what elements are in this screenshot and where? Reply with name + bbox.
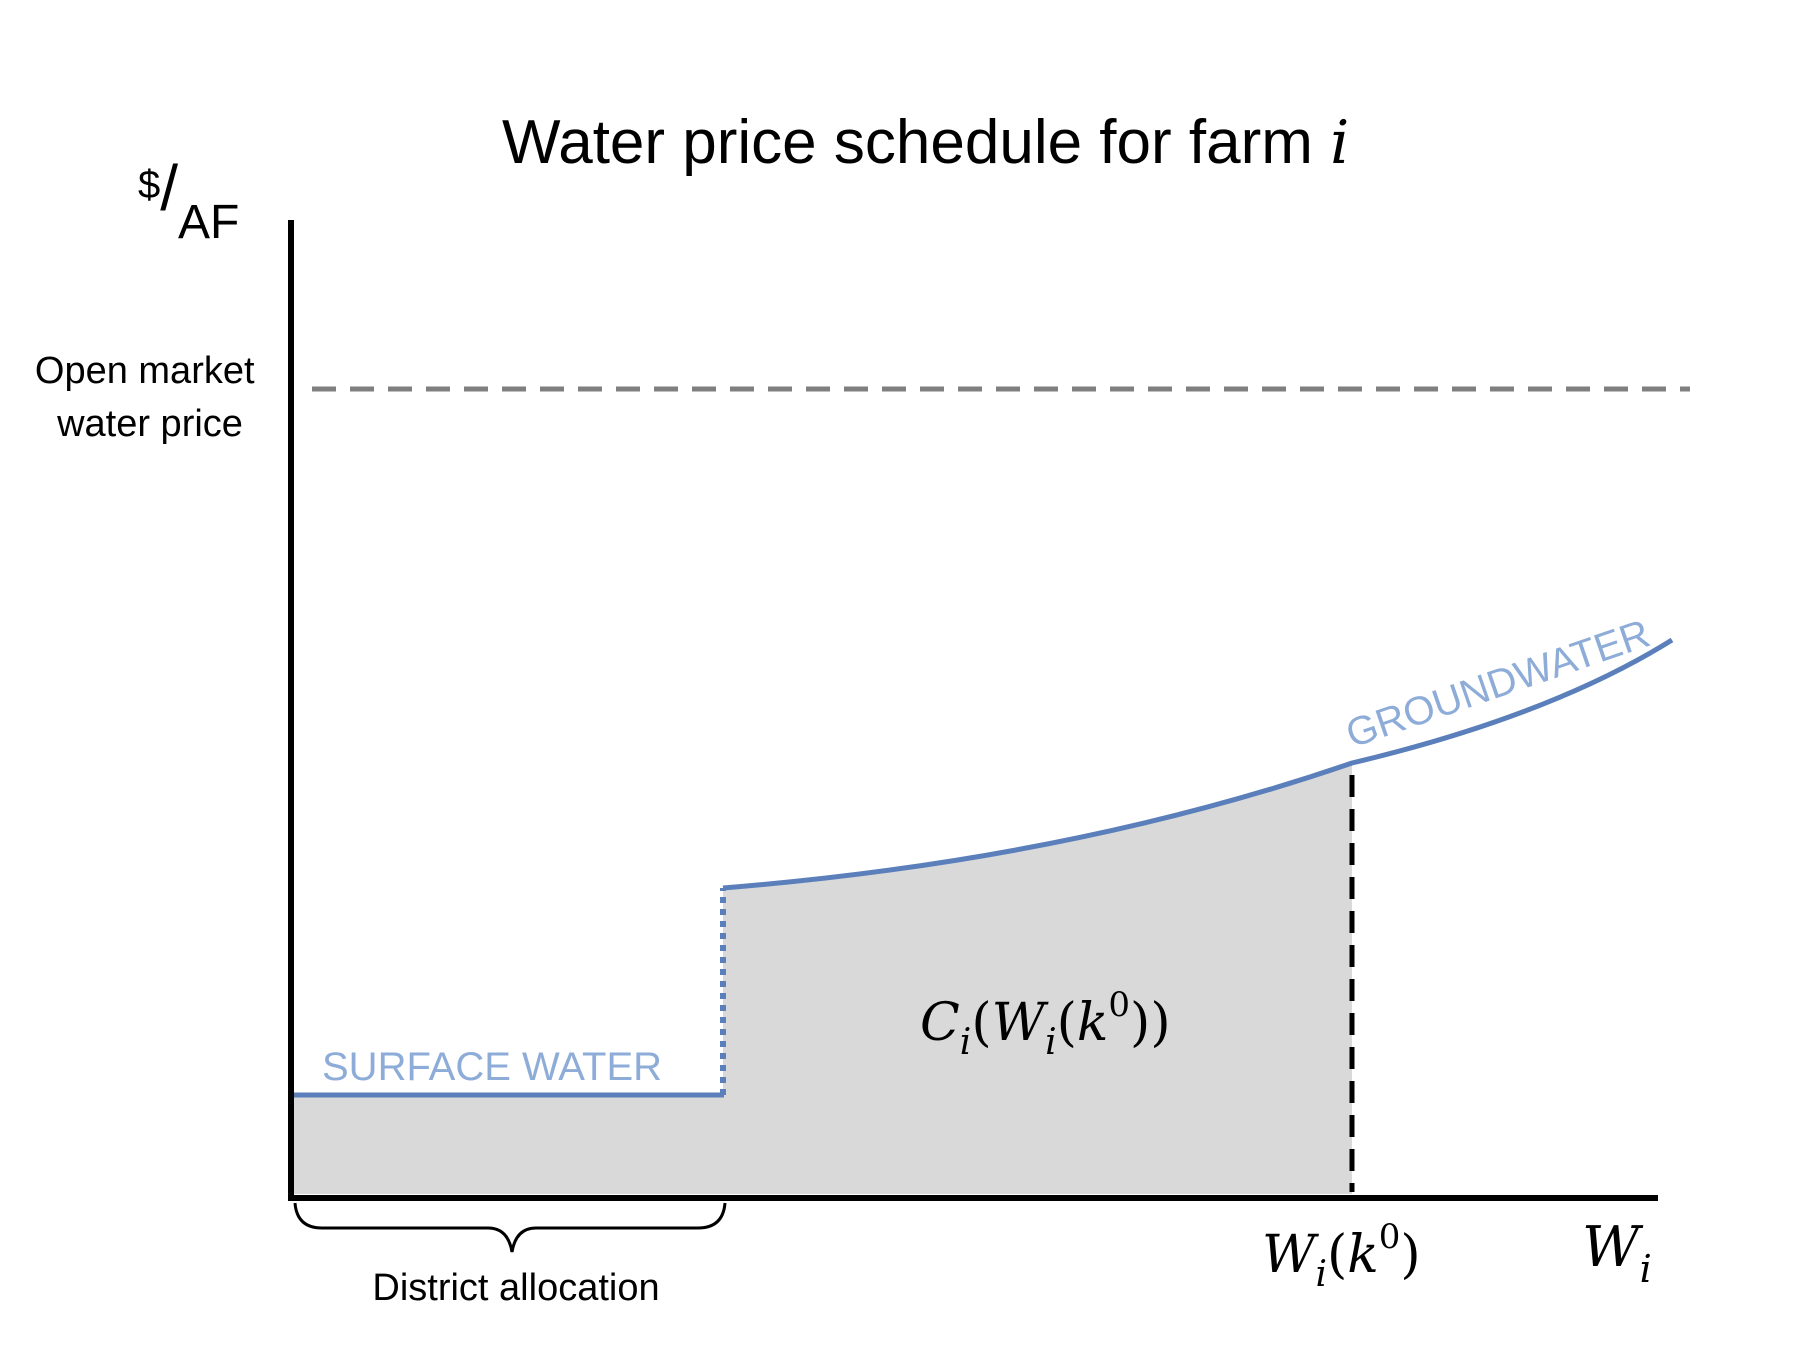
- district-allocation-label: District allocation: [372, 1267, 659, 1309]
- cost-area: [293, 763, 1352, 1194]
- groundwater-curve: [722, 637, 1674, 891]
- x-axis-label: Wi: [1582, 1215, 1652, 1291]
- cost-area-label: Ci(Wi(k0)): [920, 985, 1171, 1063]
- quantity-tick-label: Wi(k0): [1262, 1217, 1421, 1295]
- groundwater-label: GROUNDWATER: [1341, 611, 1656, 756]
- district-allocation-brace: [293, 1202, 727, 1253]
- diagram-title: Water price schedule for farm i: [502, 108, 1349, 178]
- y-axis-unit: $/AF: [138, 152, 239, 249]
- surface-water-label: SURFACE WATER: [322, 1045, 662, 1089]
- open-market-label: Open market water price: [35, 350, 265, 445]
